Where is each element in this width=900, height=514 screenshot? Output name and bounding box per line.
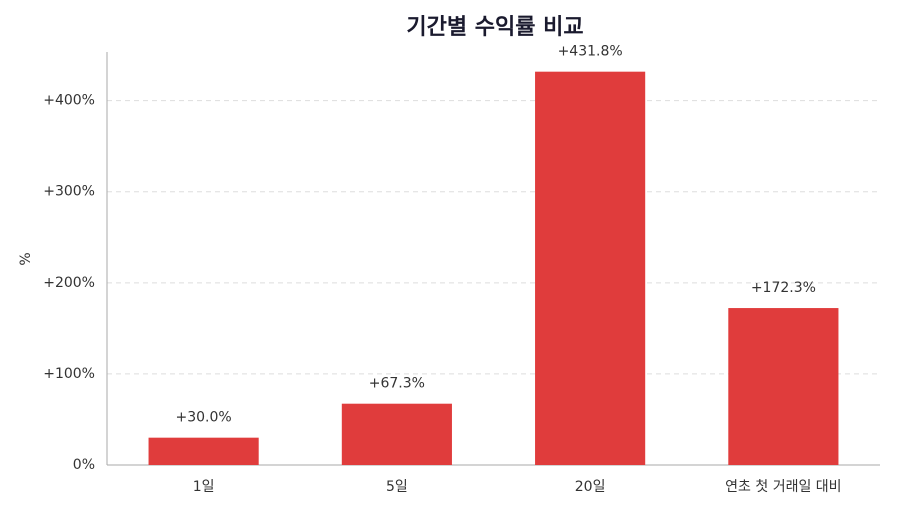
chart-title: 기간별 수익률 비교 [406, 15, 583, 40]
x-tick-label: 연초 첫 거래일 대비 [725, 479, 841, 495]
x-tick-label: 5일 [386, 479, 408, 495]
y-tick-label: 0% [73, 457, 95, 473]
bar [728, 308, 839, 465]
value-label: +172.3% [751, 280, 816, 296]
y-axis-label: % [18, 252, 34, 265]
x-tick-label: 20일 [575, 479, 606, 495]
value-label: +67.3% [369, 376, 425, 392]
bar [341, 403, 452, 465]
y-tick-label: +400% [43, 93, 95, 109]
y-tick-label: +100% [43, 366, 95, 382]
bar [148, 437, 259, 465]
value-label: +431.8% [558, 44, 623, 60]
y-tick-label: +200% [43, 275, 95, 291]
bar [535, 71, 646, 465]
value-label: +30.0% [176, 410, 232, 426]
y-tick-label: +300% [43, 184, 95, 200]
x-tick-label: 1일 [193, 479, 215, 495]
